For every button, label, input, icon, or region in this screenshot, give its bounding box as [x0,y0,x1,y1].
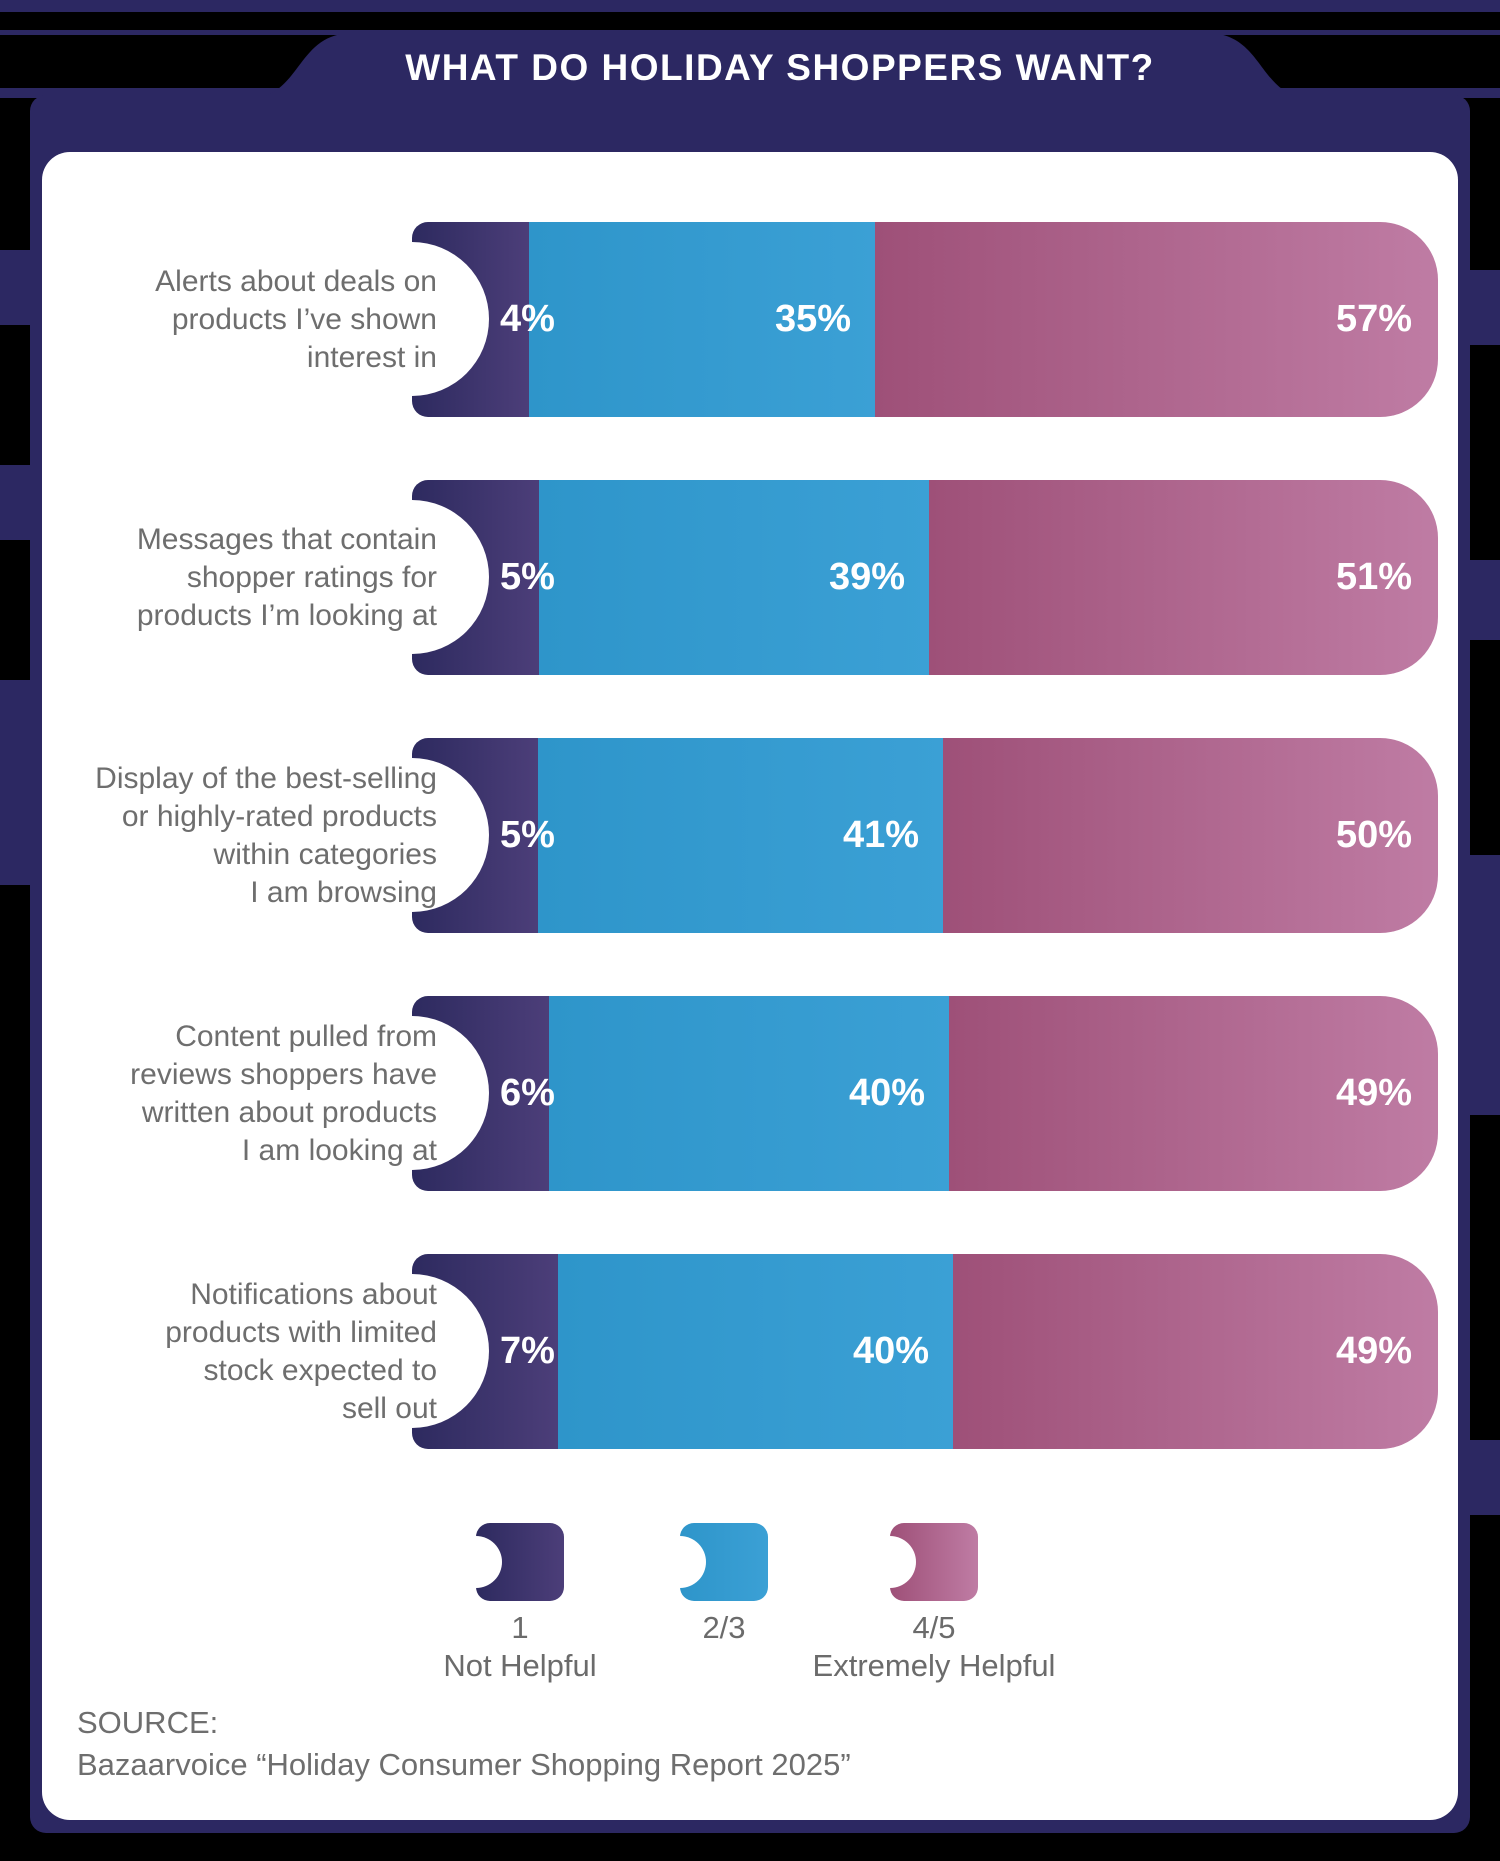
segment-extremely-helpful: 49% [953,1254,1438,1449]
value-label: 39% [828,556,905,598]
edge-stripe-right-4 [1466,1440,1500,1515]
segment-neutral: 39% [539,480,929,675]
legend-label: 4/5 Extremely Helpful [764,1609,1104,1685]
segment-extremely-helpful: 49% [949,996,1438,1191]
value-label: 5% [500,556,555,598]
bar-row: Alerts about deals on products I’ve shown… [42,222,1458,417]
stacked-bar: 40% 49% [412,996,1438,1191]
edge-stripe-top [0,0,1500,12]
stacked-bar: 40% 49% [412,1254,1438,1449]
category-label: Alerts about deals on products I’ve shown… [155,264,437,374]
bar-notch [335,1016,489,1170]
legend-value: 1 [511,1610,529,1645]
value-label: 50% [1335,814,1412,856]
legend-swatch-notch [654,1536,706,1588]
legend-label: 1 Not Helpful [350,1609,690,1685]
bar-row: Messages that contain shopper ratings for… [42,480,1458,675]
bar-row: Notifications about products with limited… [42,1254,1458,1449]
edge-stripe-right-1 [1466,270,1500,345]
value-label: 4% [500,298,555,340]
edge-stripe-left-1 [0,250,34,325]
value-label: 49% [1335,1330,1412,1372]
legend-swatch-notch [450,1536,502,1588]
source-note: SOURCE: Bazaarvoice “Holiday Consumer Sh… [77,1702,851,1786]
value-label: 41% [842,814,919,856]
value-label: 40% [848,1072,925,1114]
bar-notch [335,758,489,912]
segment-extremely-helpful: 50% [943,738,1438,933]
value-label: 5% [500,814,555,856]
stacked-bar: 41% 50% [412,738,1438,933]
legend-swatch-2-wrap [654,1523,768,1601]
category-label: Notifications about products with limited… [165,1277,437,1425]
edge-stripe-left-3 [0,680,34,885]
legend: 1 Not Helpful 2/3 4/5 Extremely Helpful [42,1523,1458,1693]
legend-item-extremely-helpful: 4/5 Extremely Helpful [764,1523,1104,1685]
legend-value: 4/5 [912,1610,956,1645]
segment-neutral: 35% [529,222,875,417]
header-tab [250,33,1310,99]
legend-item-neutral: 2/3 [554,1523,894,1647]
edge-stripe-right-3 [1466,855,1500,1115]
chart-card: Alerts about deals on products I’ve shown… [42,152,1458,1820]
value-label: 7% [500,1330,555,1372]
bar-row: Display of the best-selling or highly-rat… [42,738,1458,933]
edge-stripe-left-2 [0,465,34,540]
bar-row: Content pulled from reviews shoppers have… [42,996,1458,1191]
value-label: 51% [1335,556,1412,598]
value-label: 6% [500,1072,555,1114]
segment-extremely-helpful: 51% [929,480,1438,675]
source-text: Bazaarvoice “Holiday Consumer Shopping R… [77,1747,851,1782]
legend-value: 2/3 [702,1610,746,1645]
value-label: 40% [852,1330,929,1372]
edge-stripe-right-2 [1466,560,1500,640]
legend-swatch-3-wrap [864,1523,978,1601]
edge-stripe-line-upper [0,30,1500,35]
legend-desc: Extremely Helpful [812,1648,1056,1683]
legend-swatch-1-wrap [450,1523,564,1601]
legend-item-not-helpful: 1 Not Helpful [350,1523,690,1685]
stacked-bar: 35% 57% [412,222,1438,417]
value-label: 57% [1335,298,1412,340]
category-label: Content pulled from reviews shoppers have… [130,1019,437,1167]
page-title: WHAT DO HOLIDAY SHOPPERS WANT? [405,47,1155,88]
legend-desc: Not Helpful [443,1648,597,1683]
segment-extremely-helpful: 57% [875,222,1438,417]
category-label: Display of the best-selling or highly-rat… [95,761,437,909]
bar-notch [335,242,489,396]
category-label: Messages that contain shopper ratings for… [136,522,437,632]
value-label: 35% [774,298,851,340]
legend-swatch-notch [864,1536,916,1588]
segment-neutral: 41% [538,738,943,933]
source-label: SOURCE: [77,1705,219,1740]
segment-neutral: 40% [558,1254,953,1449]
value-label: 49% [1335,1072,1412,1114]
bar-notch [335,1274,489,1428]
bar-notch [335,500,489,654]
segment-neutral: 40% [549,996,949,1191]
legend-label: 2/3 [554,1609,894,1647]
stacked-bar: 39% 51% [412,480,1438,675]
